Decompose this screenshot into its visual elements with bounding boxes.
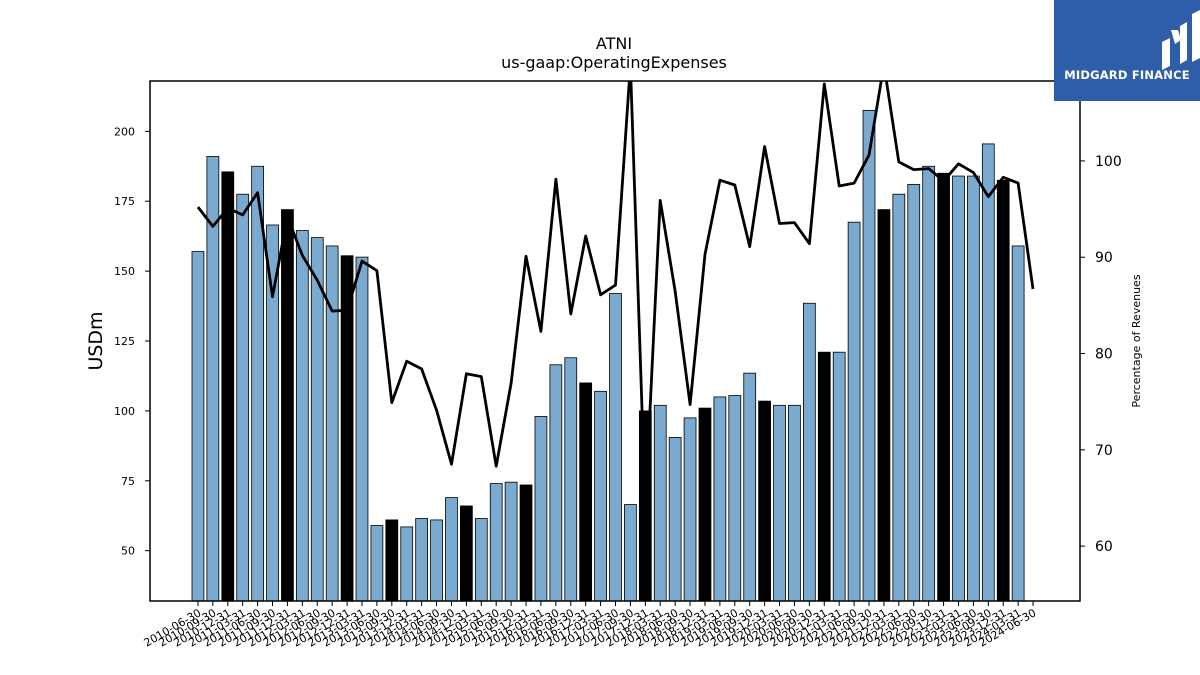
bar [191, 251, 205, 602]
bar [504, 481, 518, 602]
left-y-axis: 50 75 100 125 150 175 200 [114, 125, 150, 558]
bar [355, 256, 369, 602]
bar [728, 395, 742, 602]
right-y-axis: 60 70 80 90 100 [1080, 154, 1122, 555]
bar [474, 518, 488, 602]
y-tick-label: 125 [114, 335, 135, 348]
bar [400, 526, 414, 602]
bar [295, 230, 309, 602]
bar [609, 293, 622, 602]
bar [832, 351, 846, 602]
y-tick-label: 175 [114, 195, 135, 208]
y2-tick-label: 60 [1095, 539, 1113, 555]
y2-tick-label: 80 [1095, 347, 1113, 363]
y-tick-label: 75 [121, 475, 135, 488]
bar [415, 518, 429, 602]
midgard-finance-logo: MIDGARD FINANCE [1054, 0, 1200, 101]
bar [698, 407, 712, 602]
y2-tick-label: 100 [1095, 154, 1122, 170]
y2-tick-label: 90 [1095, 250, 1113, 266]
bar [683, 417, 697, 602]
bar [594, 390, 607, 602]
x-axis: 2010-06-302010-09-302010-12-312011-03-31… [142, 601, 1039, 650]
bar [862, 109, 876, 602]
bar [802, 302, 816, 602]
chart-title: ATNI [596, 34, 632, 53]
bar [549, 364, 563, 602]
bar [817, 351, 831, 602]
bar [519, 484, 533, 602]
bar [758, 400, 771, 602]
y-axis-label: USDm [85, 311, 107, 370]
bar [892, 193, 906, 602]
bar [967, 175, 980, 602]
bar [743, 372, 757, 602]
chart-subtitle: us-gaap:OperatingExpenses [501, 53, 727, 72]
bar [713, 396, 727, 602]
logo-wordmark: MIDGARD FINANCE [1064, 68, 1190, 82]
bar [996, 179, 1010, 602]
bar [564, 357, 578, 602]
percentage-line-series [196, 81, 1035, 509]
bar [1011, 245, 1025, 602]
bar [221, 171, 235, 602]
bar [281, 209, 294, 602]
y-tick-label: 50 [121, 545, 135, 558]
bar [937, 172, 950, 602]
bar [653, 404, 667, 602]
bar [624, 504, 637, 602]
bar [534, 416, 548, 602]
y-tick-label: 200 [114, 125, 135, 138]
bar [310, 237, 324, 602]
bar [579, 382, 593, 602]
y2-axis-label: Percentage of Revenues [1130, 274, 1143, 407]
bar [370, 525, 384, 602]
bar [847, 221, 861, 602]
y2-tick-label: 70 [1095, 443, 1113, 459]
y-tick-label: 100 [114, 405, 135, 418]
bar [489, 483, 503, 602]
bar [385, 519, 399, 602]
bar [773, 404, 786, 602]
bar [952, 175, 965, 602]
bar-series [191, 109, 1025, 602]
bar [668, 437, 682, 602]
bar [907, 184, 921, 602]
bar [922, 165, 936, 602]
bar [877, 209, 891, 602]
y-tick-label: 150 [114, 265, 135, 278]
bar [981, 143, 995, 602]
midgard-logo-icon [1162, 10, 1200, 70]
bar [788, 404, 801, 602]
percentage-line [196, 81, 1035, 509]
bar [236, 193, 250, 602]
bar [460, 505, 473, 602]
bar [445, 497, 458, 602]
bar [430, 519, 443, 602]
